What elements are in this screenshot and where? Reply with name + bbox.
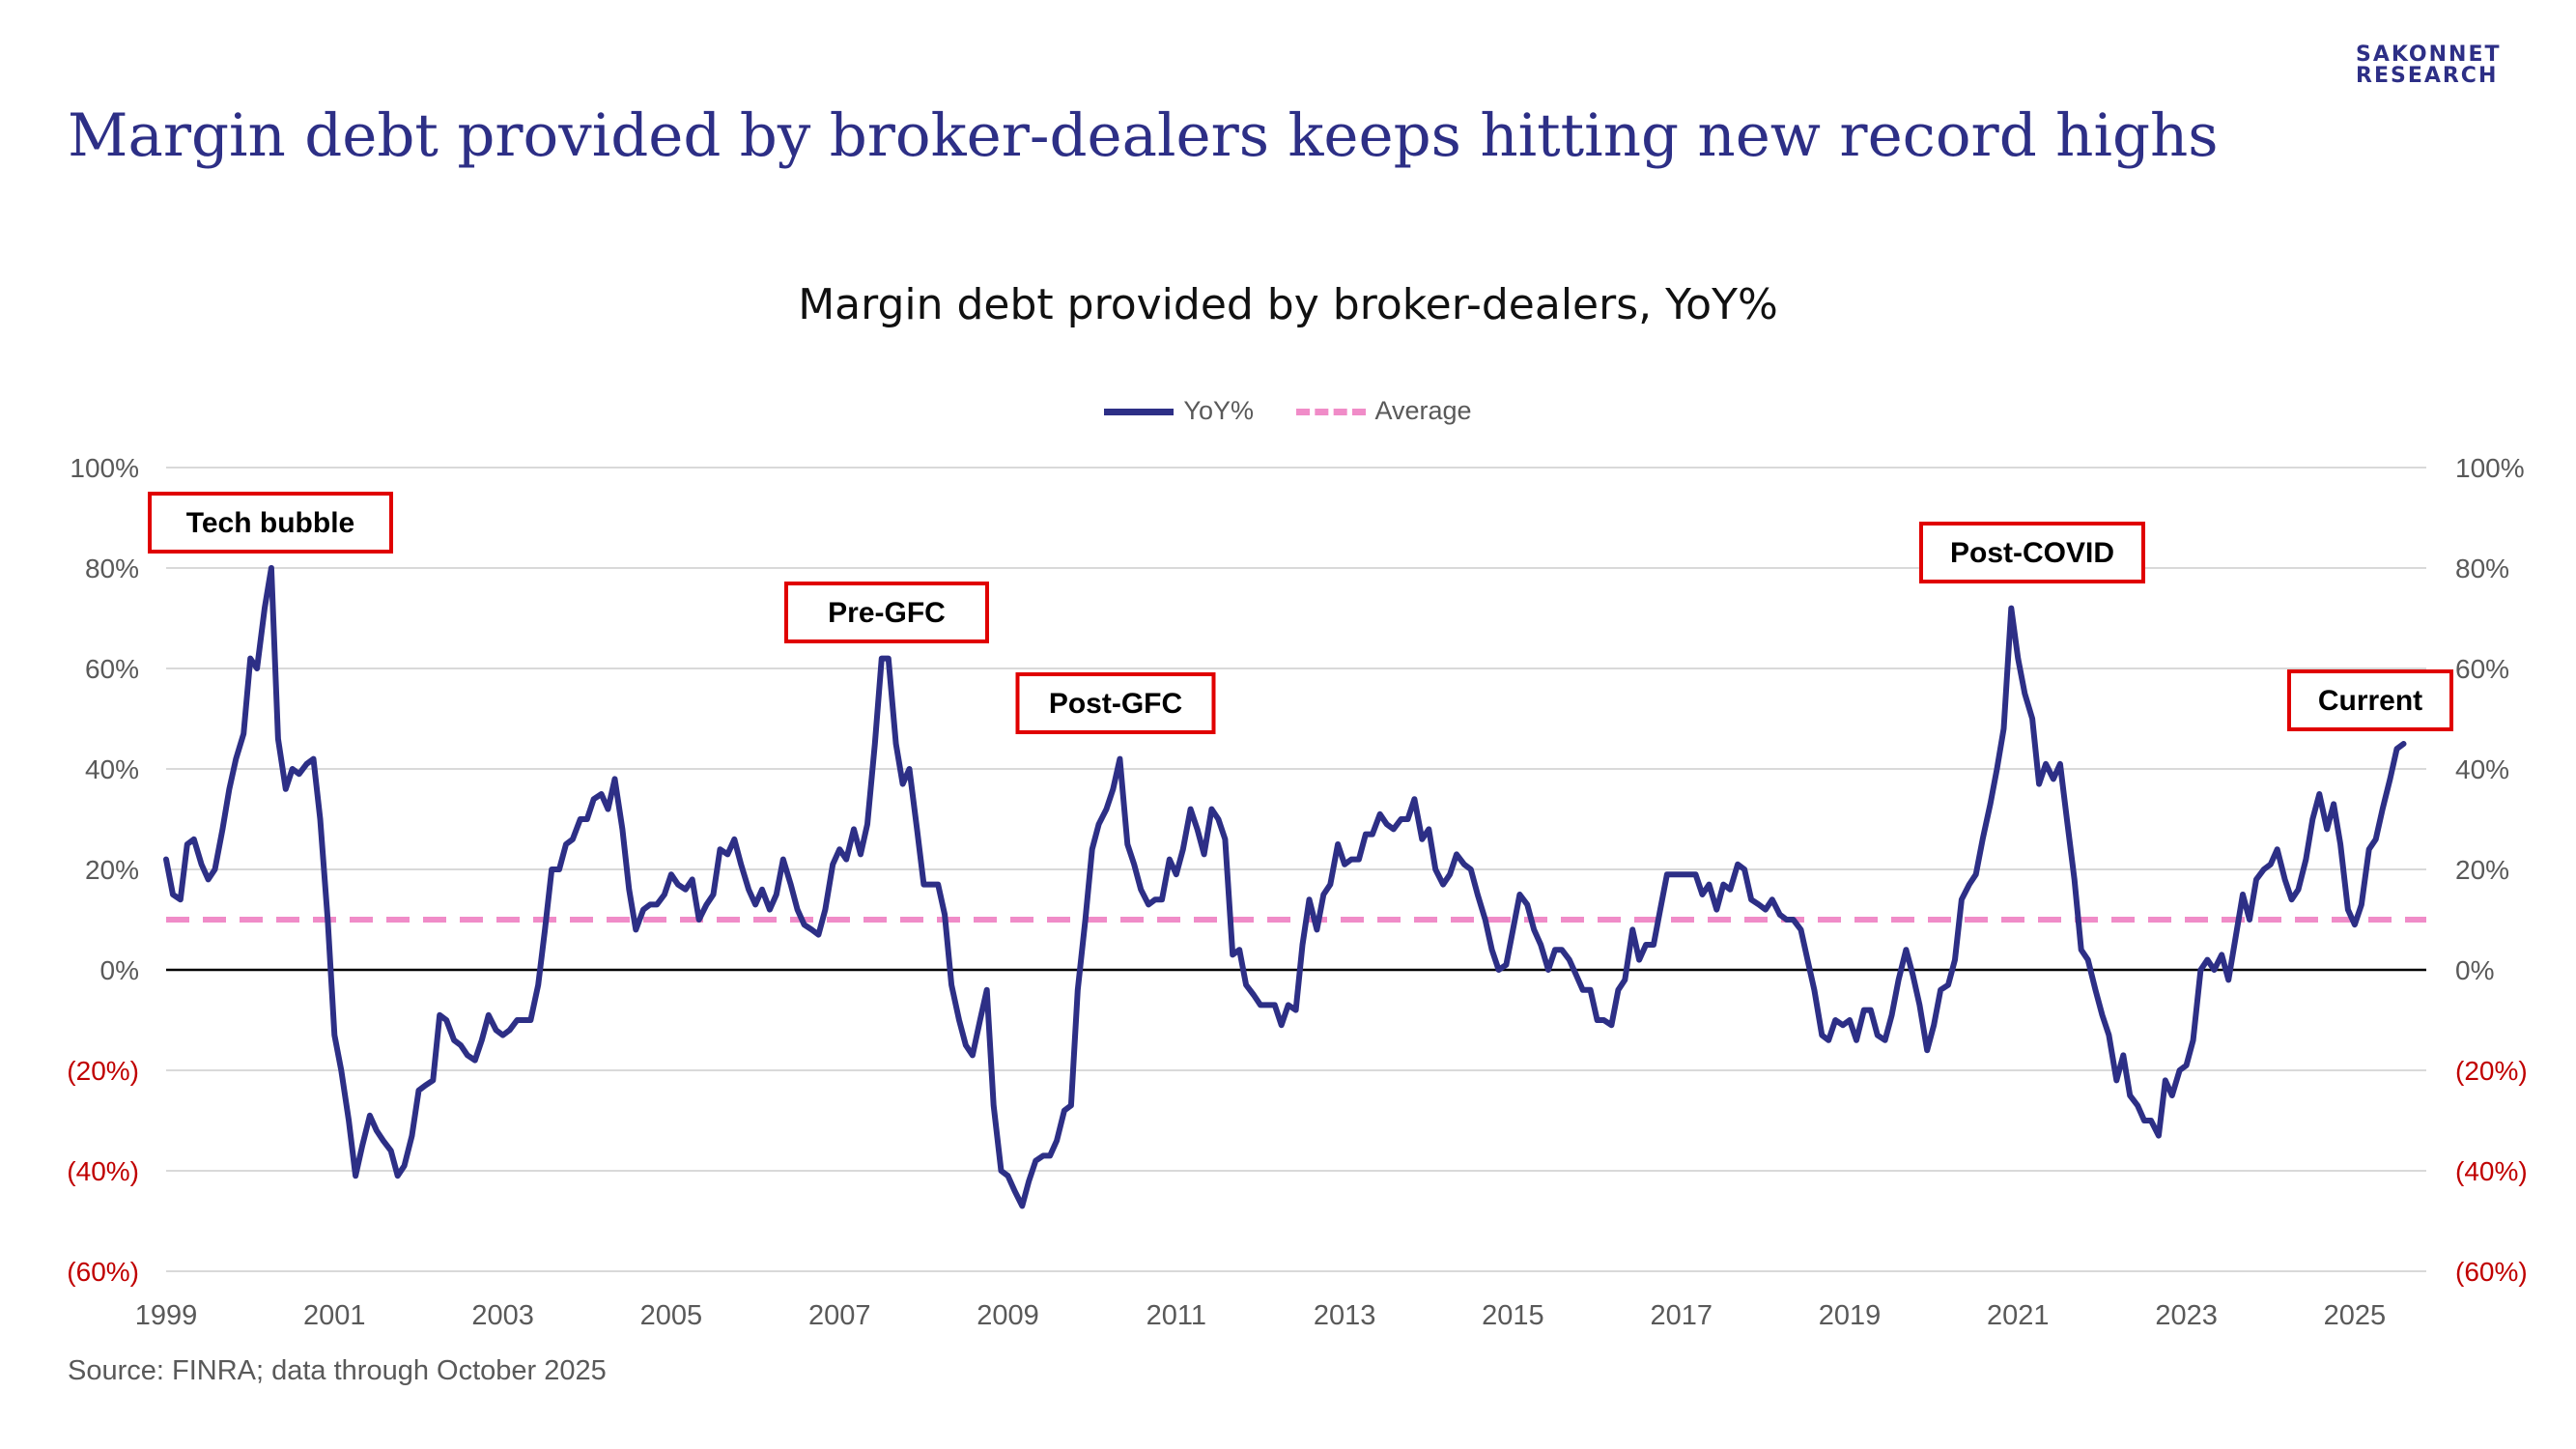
x-tick-label: 2019 [1819,1300,1882,1331]
x-tick-label: 2023 [2155,1300,2218,1331]
x-tick-label: 2003 [471,1300,534,1331]
annotation-box [1015,672,1216,734]
y-tick-label-right: 60% [2455,654,2509,684]
x-tick-label: 2013 [1314,1300,1376,1331]
annotation-label: Pre-GFC [828,597,946,629]
x-tick-label: 1999 [135,1300,198,1331]
legend-item-yoy: YoY% [1104,396,1254,426]
axis-labels: 100% 100% 80% 80% 60% 60% 40% 40% 20% 20% 0% 0% (20%… [67,453,2527,1331]
x-tick-label: 2015 [1482,1300,1544,1331]
y-tick-label-left: (20%) [67,1056,139,1086]
annotation-box [148,492,393,554]
source-note: Source: FINRA; data through October 2025 [68,1355,607,1386]
annotation-label: Tech bubble [186,507,354,539]
annotation-label: Current [2318,685,2422,717]
x-tick-label: 2021 [1987,1300,2050,1331]
y-tick-label-left: (60%) [67,1257,139,1287]
y-tick-label-right: 0% [2455,955,2494,985]
annotation-label: Post-COVID [1950,537,2114,569]
y-tick-label-right: 100% [2455,453,2525,483]
annotation-box [784,582,989,643]
y-tick-label-left: 100% [70,453,139,483]
legend-item-average: Average [1295,396,1472,426]
x-tick-label: 2017 [1650,1300,1713,1331]
y-tick-label-right: (20%) [2455,1056,2528,1086]
logo-line-1: SAKONNET [2356,43,2502,67]
series-layer [163,565,2407,1209]
y-tick-label-left: 40% [85,754,139,784]
annotation-box [2287,669,2453,731]
y-tick-label-right: 80% [2455,554,2509,583]
grid-lines [166,467,2426,1272]
x-tick-label: 2007 [808,1300,871,1331]
y-tick-label-right: (40%) [2455,1156,2528,1186]
legend-solid-line-icon [1104,409,1175,416]
x-tick-label: 2001 [303,1300,366,1331]
sakonnet-research-logo: SAKONNET RESEARCH [2356,44,2510,87]
y-tick-label-right: 40% [2455,754,2509,784]
legend-label-yoy: YoY% [1183,396,1254,425]
y-tick-label-left: 20% [85,855,139,885]
x-tick-label: 2005 [640,1300,703,1331]
y-tick-label-left: 80% [85,554,139,583]
yoy-series-line [163,565,2407,1209]
y-tick-label-right: 20% [2455,855,2509,885]
y-tick-label-left: 60% [85,654,139,684]
legend-dashed-line-icon [1295,409,1366,416]
x-tick-label: 2009 [977,1300,1039,1331]
logo-line-2: RESEARCH [2356,64,2499,88]
page-headline: Margin debt provided by broker-dealers k… [68,101,2219,170]
annotation-label: Post-GFC [1049,688,1182,720]
annotation-box [1919,522,2145,583]
x-tick-label: 2011 [1146,1300,1206,1331]
y-tick-label-left: 0% [100,955,139,985]
y-tick-label-right: (60%) [2455,1257,2528,1287]
legend-label-average: Average [1374,396,1472,425]
chart-title: Margin debt provided by broker-dealers, … [798,280,1778,329]
chart-legend: YoY% Average [0,396,2576,426]
x-tick-label: 2025 [2324,1300,2387,1331]
annotations: Tech bubble Pre-GFC Post-GFC Post-COVID Curr… [148,492,2453,734]
y-tick-label-left: (40%) [67,1156,139,1186]
